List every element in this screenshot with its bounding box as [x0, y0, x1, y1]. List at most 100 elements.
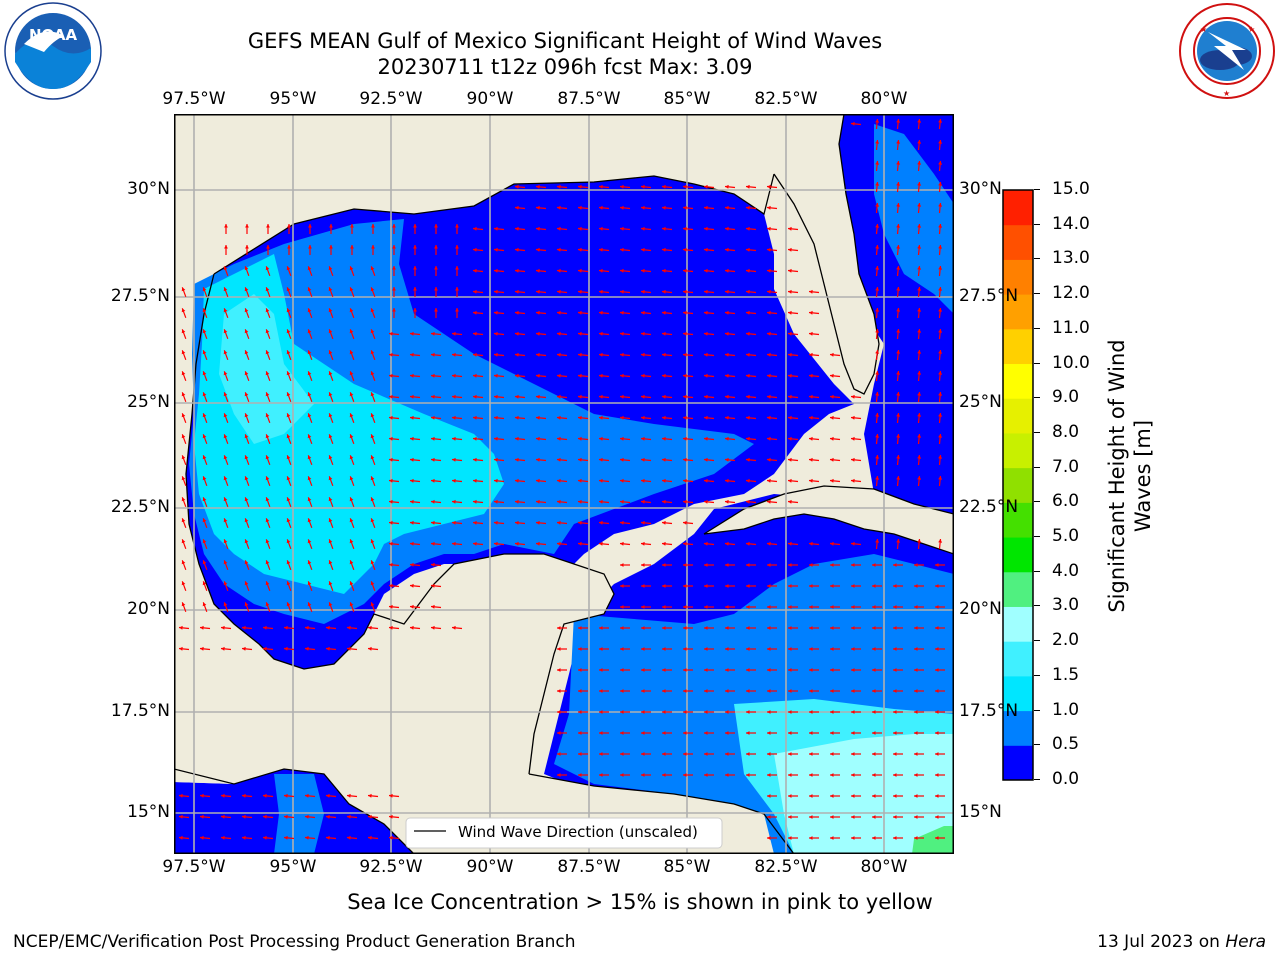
wave-direction-arrow	[577, 415, 589, 420]
wave-direction-arrow	[493, 457, 505, 462]
wave-direction-arrow	[265, 371, 271, 382]
wave-direction-arrow	[577, 226, 589, 231]
wave-direction-arrow	[767, 836, 777, 840]
wave-direction-arrow	[202, 434, 208, 445]
wave-direction-arrow	[683, 731, 693, 735]
wave-direction-arrow	[809, 773, 819, 777]
wave-direction-arrow	[682, 184, 694, 189]
wave-direction-arrow	[409, 541, 421, 546]
wave-direction-arrow	[914, 815, 924, 819]
wave-direction-arrow	[767, 815, 777, 819]
wave-direction-arrow	[244, 350, 250, 361]
wave-direction-arrow	[328, 560, 334, 571]
latitude-tick-left: 30°N	[127, 179, 170, 199]
wave-direction-arrow	[535, 520, 547, 525]
wave-direction-arrow	[430, 499, 442, 504]
wave-direction-arrow	[914, 605, 924, 609]
wave-direction-arrow	[349, 266, 355, 277]
wave-direction-arrow	[896, 223, 901, 235]
wave-direction-arrow	[220, 646, 232, 651]
wave-direction-arrow	[556, 394, 568, 399]
wave-direction-arrow	[265, 329, 271, 340]
wave-direction-arrow	[830, 752, 840, 756]
wave-direction-arrow	[413, 224, 417, 234]
wave-direction-arrow	[286, 329, 292, 340]
wave-direction-arrow	[286, 476, 292, 487]
wave-direction-arrow	[872, 773, 882, 777]
wave-direction-arrow	[917, 349, 922, 361]
wave-direction-arrow	[724, 289, 736, 294]
wave-direction-arrow	[808, 541, 820, 546]
wave-direction-arrow	[745, 331, 757, 336]
wave-direction-arrow	[455, 224, 459, 234]
wave-direction-arrow	[724, 373, 736, 378]
wave-direction-arrow	[875, 202, 880, 214]
wave-direction-arrow	[535, 226, 547, 231]
wave-direction-arrow	[917, 202, 922, 214]
wave-direction-arrow	[829, 436, 841, 441]
wave-zone-2-3m	[774, 734, 954, 854]
wave-direction-arrow	[661, 352, 673, 357]
wave-direction-arrow	[683, 584, 693, 588]
colorbar-tick-mark	[1034, 674, 1040, 676]
wave-direction-arrow	[556, 541, 568, 546]
wave-direction-arrow	[809, 605, 819, 609]
longitude-tick-bottom: 82.5°W	[754, 857, 818, 877]
wave-direction-arrow	[640, 478, 652, 483]
wave-direction-arrow	[578, 689, 588, 693]
colorbar-tick-mark	[1034, 293, 1040, 295]
wave-direction-arrow	[557, 773, 567, 777]
wave-direction-arrow	[938, 223, 943, 235]
wave-direction-arrow	[265, 560, 271, 571]
wave-direction-arrow	[896, 370, 901, 382]
svg-text:★: ★	[1200, 25, 1207, 34]
wave-direction-arrow	[914, 794, 924, 798]
wave-direction-arrow	[830, 773, 840, 777]
wave-direction-arrow	[766, 541, 778, 546]
wave-direction-arrow	[308, 224, 312, 234]
wave-direction-arrow	[704, 668, 714, 672]
colorbar-tick-label: 0.5	[1052, 734, 1080, 755]
wave-direction-arrow	[451, 331, 463, 336]
wave-direction-arrow	[307, 329, 313, 340]
wave-direction-arrow	[745, 268, 757, 273]
wave-direction-arrow	[472, 310, 484, 315]
wave-direction-arrow	[935, 584, 945, 588]
wave-direction-arrow	[388, 394, 400, 399]
wave-direction-arrow	[283, 646, 295, 651]
wave-direction-arrow	[725, 689, 735, 693]
wave-direction-arrow	[202, 392, 208, 403]
wave-direction-arrow	[455, 287, 459, 297]
wave-direction-arrow	[875, 286, 880, 298]
longitude-tick-top: 87.5°W	[557, 89, 621, 109]
wave-direction-arrow	[746, 752, 756, 756]
wave-direction-arrow	[850, 436, 862, 441]
wave-direction-arrow	[328, 581, 334, 592]
wave-direction-arrow	[388, 499, 400, 504]
wave-direction-arrow	[409, 520, 421, 525]
wave-direction-arrow	[938, 433, 943, 445]
wave-direction-arrow	[787, 352, 799, 357]
wave-direction-arrow	[556, 436, 568, 441]
wave-direction-arrow	[328, 602, 334, 613]
wave-direction-arrow	[451, 373, 463, 378]
wave-direction-arrow	[493, 310, 505, 315]
wave-direction-arrow	[472, 457, 484, 462]
wave-direction-arrow	[703, 457, 715, 462]
wave-direction-arrow	[286, 434, 292, 445]
wave-direction-arrow	[787, 268, 799, 273]
wave-direction-arrow	[640, 541, 652, 546]
wave-direction-arrow	[181, 287, 187, 298]
wave-direction-arrow	[830, 584, 840, 588]
wave-direction-arrow	[682, 352, 694, 357]
wave-direction-arrow	[704, 689, 714, 693]
wave-direction-arrow	[514, 457, 526, 462]
wave-direction-arrow	[788, 815, 798, 819]
wave-direction-arrow	[223, 455, 229, 466]
wave-direction-arrow	[370, 308, 376, 319]
wave-direction-arrow	[851, 731, 861, 735]
wave-direction-arrow	[307, 581, 313, 592]
wave-direction-arrow	[917, 328, 922, 340]
wave-direction-arrow	[938, 286, 943, 298]
wave-direction-arrow	[244, 392, 250, 403]
